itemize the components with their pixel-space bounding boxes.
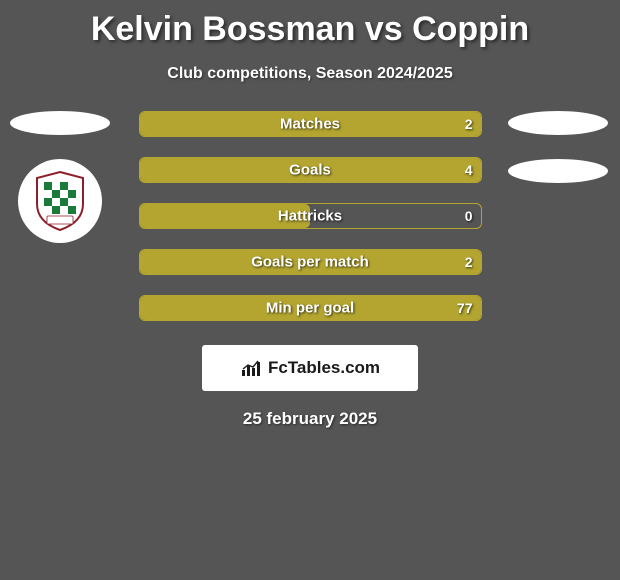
stat-bar: Hattricks 0 — [139, 203, 482, 229]
page-subtitle: Club competitions, Season 2024/2025 — [0, 65, 620, 83]
stat-bar-label: Min per goal — [266, 300, 354, 317]
stat-bar-label: Matches — [280, 116, 340, 133]
shield-icon — [33, 170, 87, 232]
stat-bar-value-right: 0 — [465, 208, 473, 224]
stat-bars-container: Matches 2 Goals 4 Hattricks 0 Goals per match 2… — [139, 111, 482, 321]
stat-bar-label: Goals per match — [251, 254, 369, 271]
player-ellipse-left — [10, 111, 110, 135]
stat-bar: Min per goal 77 — [139, 295, 482, 321]
stat-bar: Goals per match 2 — [139, 249, 482, 275]
stat-bar-label: Hattricks — [278, 208, 342, 225]
player-ellipse-right-1 — [508, 111, 608, 135]
stat-bar: Matches 2 — [139, 111, 482, 137]
stat-bar-value-right: 2 — [465, 116, 473, 132]
stat-bar: Goals 4 — [139, 157, 482, 183]
stat-bar-value-right: 77 — [457, 300, 473, 316]
bar-chart-icon — [240, 358, 264, 378]
stat-bar-label: Goals — [289, 162, 331, 179]
left-player-column — [10, 111, 110, 243]
right-player-column — [508, 111, 608, 207]
club-shield-left — [18, 159, 102, 243]
footer-date: 25 february 2025 — [0, 409, 620, 429]
stat-bar-value-right: 2 — [465, 254, 473, 270]
main-content: Matches 2 Goals 4 Hattricks 0 Goals per match 2… — [0, 111, 620, 321]
stat-bar-value-right: 4 — [465, 162, 473, 178]
fctables-logo: FcTables.com — [202, 345, 418, 391]
logo-text: FcTables.com — [268, 358, 380, 378]
page-title: Kelvin Bossman vs Coppin — [0, 0, 620, 49]
player-ellipse-right-2 — [508, 159, 608, 183]
